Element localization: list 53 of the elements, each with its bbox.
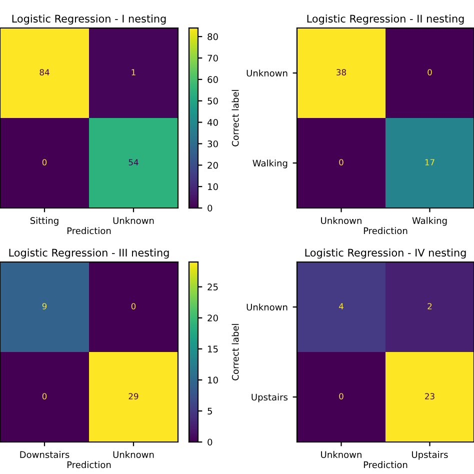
data-label: 0	[339, 393, 344, 400]
color-bar-label: 25	[208, 284, 218, 290]
color-bar-label: 0	[208, 204, 212, 212]
color-bar-label: 20	[208, 314, 218, 322]
color-bar-label: 0	[208, 438, 212, 446]
data-label: 9	[42, 303, 47, 310]
chart-title: Logistic Regression - IV nesting	[305, 248, 466, 259]
data-label: 17	[425, 159, 434, 166]
x-tick-label: Unknown	[321, 217, 362, 224]
chart-title: Logistic Regression - III nesting	[9, 248, 169, 259]
data-label: 2	[428, 303, 432, 310]
y-axis-title: Correct label	[232, 90, 239, 146]
data-label: 0	[42, 393, 47, 400]
chart-title: Logistic Regression - II nesting	[307, 14, 464, 25]
x-axis-title: Prediction	[67, 227, 111, 234]
color-bar-label: 50	[208, 98, 218, 104]
x-tick-label: Walking	[412, 217, 447, 226]
color-bar-label: 70	[208, 54, 218, 62]
data-label: 54	[128, 159, 138, 166]
data-label: 23	[425, 393, 434, 400]
color-bar-label: 30	[208, 140, 218, 148]
color-bar-label: 10	[208, 183, 218, 190]
y-tick-label: Upstairs	[252, 394, 288, 402]
color-bar-label: 40	[207, 119, 218, 126]
x-tick-label: Unknown	[113, 451, 154, 458]
x-tick-label: Upstairs	[412, 451, 448, 460]
data-label: 0	[428, 69, 432, 76]
color-bar-label: 80	[208, 33, 218, 40]
x-tick-label: Unknown	[113, 217, 154, 224]
data-label: 0	[339, 159, 344, 166]
color-bar-label: 5	[208, 408, 212, 415]
color-bar-label: 10	[208, 376, 218, 384]
color-bar-label: 15	[208, 346, 218, 352]
x-tick-label: Sitting	[30, 217, 58, 226]
x-axis-title: Prediction	[364, 461, 408, 468]
data-label: 84	[40, 69, 50, 76]
data-label: 29	[128, 393, 138, 400]
data-label: 1	[132, 69, 136, 76]
y-tick-label: Unknown	[246, 70, 288, 77]
x-axis-title: Prediction	[67, 461, 111, 468]
y-tick-label: Unknown	[246, 304, 288, 311]
data-label: 0	[131, 303, 136, 310]
color-bar-label: 60	[208, 76, 218, 83]
data-label: 38	[336, 69, 346, 76]
data-label: 4	[339, 303, 344, 310]
x-tick-label: Unknown	[321, 451, 362, 458]
chart-title: Logistic Regression - I nesting	[12, 14, 166, 25]
x-tick-label: Downstairs	[20, 451, 70, 458]
y-tick-label: Walking	[252, 160, 288, 168]
x-axis-title: Prediction	[364, 227, 408, 234]
y-axis-title: Correct label	[232, 324, 239, 380]
data-label: 0	[42, 159, 47, 166]
color-bar-label: 20	[208, 162, 218, 169]
